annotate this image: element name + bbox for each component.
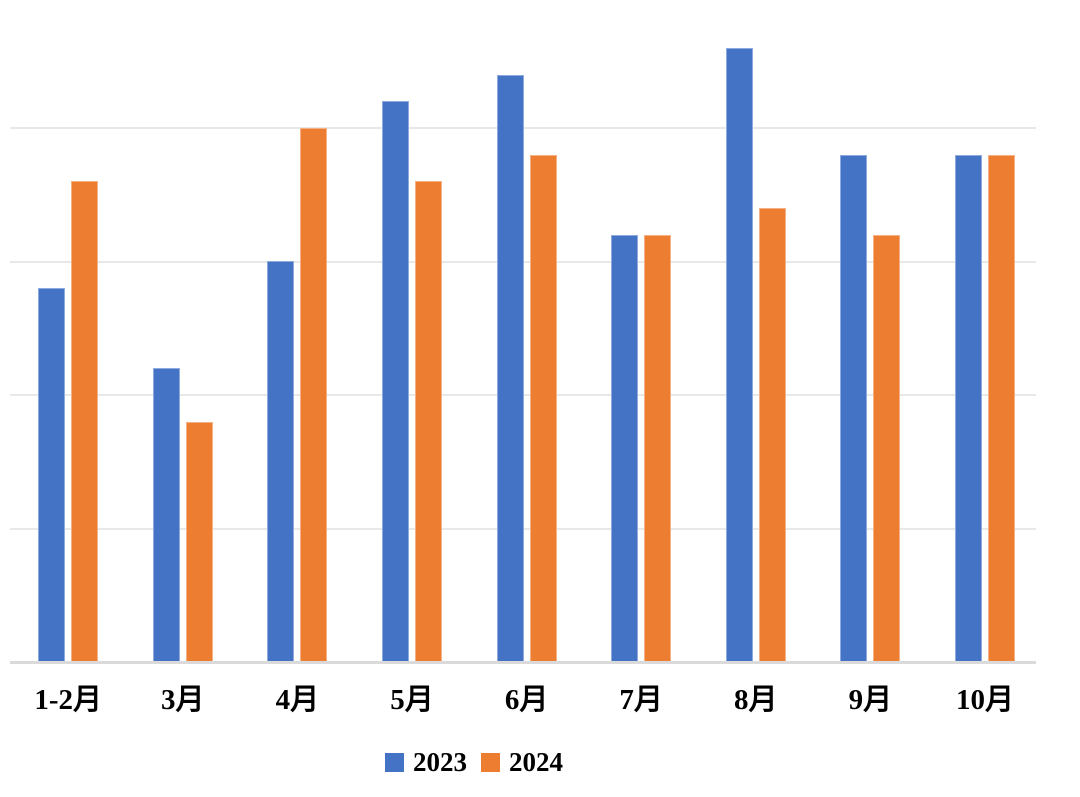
x-axis-label-7月: 7月 (619, 684, 663, 716)
bar-2024-8月 (758, 208, 786, 662)
x-axis-label-4月: 4月 (275, 684, 320, 716)
bar-2024-3月 (185, 422, 213, 662)
bar-2023-9月 (840, 155, 868, 662)
bar-2023-10月 (955, 155, 982, 662)
legend-label-2023: 2023 (413, 747, 467, 777)
bar-2024-4月 (300, 128, 328, 662)
x-axis-label-6月: 6月 (504, 684, 549, 716)
bar-2024-7月 (644, 235, 672, 662)
x-axis-label-8月: 8月 (734, 684, 778, 716)
bar-2024-9月 (873, 235, 901, 662)
x-axis-label-5月: 5月 (390, 684, 434, 716)
bar-2024-6月 (529, 155, 557, 662)
legend-item-2023: 2023 (385, 749, 467, 776)
legend: 2023 2024 (385, 749, 563, 776)
bar-2023-5月 (382, 101, 409, 662)
x-axis-label-3月: 3月 (161, 684, 205, 716)
x-axis-label-9月: 9月 (848, 684, 893, 716)
x-axis-label-1-2月: 1-2月 (34, 684, 103, 716)
legend-label-2024: 2024 (509, 747, 563, 777)
bar-2023-4月 (267, 261, 295, 662)
plot-area (10, 0, 1036, 664)
x-axis-label-10月: 10月 (955, 684, 1015, 716)
bar-2024-1-2月 (71, 181, 99, 662)
legend-item-2024: 2024 (481, 749, 563, 776)
x-axis-line (10, 661, 1036, 664)
legend-swatch-2024 (481, 753, 500, 772)
bar-2023-8月 (725, 48, 753, 662)
bar-2023-7月 (611, 235, 639, 662)
bar-2023-3月 (152, 368, 180, 662)
bar-2024-10月 (988, 155, 1015, 662)
bar-2023-1-2月 (38, 288, 66, 662)
bar-2023-6月 (496, 75, 524, 662)
bar-2024-5月 (415, 181, 442, 662)
legend-swatch-2023 (385, 753, 404, 772)
